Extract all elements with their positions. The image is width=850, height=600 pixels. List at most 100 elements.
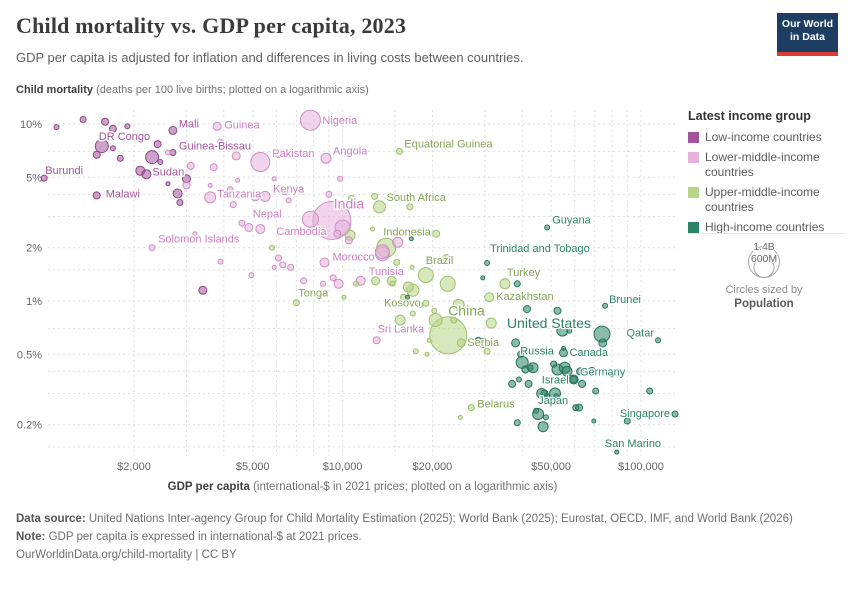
data-point-turkey[interactable] (499, 278, 511, 290)
data-point[interactable] (229, 201, 237, 209)
data-point-tanzania[interactable] (204, 191, 217, 204)
data-point[interactable] (561, 345, 566, 351)
data-point[interactable] (457, 414, 463, 420)
data-point[interactable] (412, 348, 419, 355)
data-point[interactable] (623, 417, 631, 425)
data-point[interactable] (544, 393, 551, 400)
data-point[interactable] (325, 190, 333, 198)
data-point[interactable] (192, 231, 198, 237)
data-point[interactable] (566, 327, 573, 334)
data-point[interactable] (337, 253, 343, 260)
owid-logo[interactable]: Our World in Data (777, 13, 838, 56)
data-point-solomon-islands[interactable] (148, 244, 156, 252)
data-point[interactable] (533, 407, 539, 414)
data-point[interactable] (217, 258, 224, 265)
data-point-singapore[interactable] (671, 410, 679, 418)
data-point[interactable] (92, 150, 101, 159)
data-point[interactable] (572, 404, 580, 412)
data-point[interactable] (598, 338, 608, 348)
data-point[interactable] (409, 310, 416, 317)
data-point-kenya[interactable] (259, 190, 271, 202)
data-point-burundi[interactable] (40, 174, 48, 182)
data-point[interactable] (269, 244, 275, 251)
data-point[interactable] (344, 236, 353, 245)
data-point[interactable] (474, 336, 482, 344)
data-point-nepal[interactable] (244, 223, 254, 232)
data-point[interactable] (333, 229, 342, 238)
data-point[interactable] (578, 379, 587, 388)
data-point-tonga[interactable] (292, 299, 300, 307)
data-point[interactable] (287, 263, 295, 271)
data-point[interactable] (329, 274, 337, 282)
data-point[interactable] (341, 294, 347, 300)
data-point[interactable] (408, 236, 414, 242)
data-point-dr-congo[interactable] (94, 139, 109, 154)
data-point[interactable] (511, 338, 521, 348)
data-point[interactable] (513, 419, 521, 427)
data-point-brazil[interactable] (417, 267, 434, 284)
data-point[interactable] (301, 210, 319, 228)
legend-item-lower-middle-income[interactable]: Lower-middle-income countries (688, 150, 846, 180)
data-point[interactable] (393, 259, 401, 266)
data-point[interactable] (517, 350, 525, 358)
data-point[interactable] (108, 124, 117, 133)
data-point[interactable] (124, 123, 131, 130)
data-point[interactable] (483, 347, 491, 355)
data-point[interactable] (274, 149, 283, 159)
data-point-cambodia[interactable] (255, 224, 266, 234)
data-point[interactable] (275, 254, 282, 262)
data-point[interactable] (515, 376, 522, 383)
data-point[interactable] (226, 186, 234, 194)
data-point[interactable] (432, 229, 441, 238)
data-point-kosovo[interactable] (422, 299, 430, 307)
data-point[interactable] (371, 192, 379, 200)
data-point[interactable] (428, 313, 443, 328)
data-point[interactable] (513, 280, 521, 288)
data-point-qatar[interactable] (655, 337, 661, 344)
data-point[interactable] (550, 360, 558, 368)
data-point-belarus[interactable] (467, 404, 475, 412)
data-point[interactable] (542, 414, 549, 421)
legend-item-upper-middle-income[interactable]: Upper-middle-income countries (688, 185, 846, 215)
data-point-malawi[interactable] (92, 191, 101, 200)
data-point[interactable] (116, 154, 124, 162)
data-point[interactable] (485, 317, 497, 329)
data-point[interactable] (526, 364, 534, 372)
data-point[interactable] (591, 418, 597, 424)
data-point-brunei[interactable] (602, 302, 609, 309)
data-point[interactable] (238, 219, 246, 227)
data-point[interactable] (646, 387, 654, 395)
data-point[interactable] (417, 301, 424, 308)
data-point[interactable] (452, 298, 465, 311)
legend-item-high-income[interactable]: High-income countries (688, 220, 846, 235)
data-point-sudan[interactable] (141, 169, 152, 180)
data-point-angola[interactable] (320, 152, 332, 164)
data-point[interactable] (333, 278, 344, 289)
data-point-guinea[interactable] (212, 121, 222, 131)
owid-link[interactable]: OurWorldinData.org/child-mortality (16, 548, 193, 561)
data-point[interactable] (523, 305, 531, 314)
data-point[interactable] (320, 280, 326, 287)
data-point[interactable] (392, 236, 404, 248)
data-point[interactable] (524, 379, 533, 388)
data-point[interactable] (198, 285, 208, 295)
data-point-morocco[interactable] (319, 257, 330, 268)
data-point[interactable] (347, 194, 355, 202)
data-point-pakistan[interactable] (250, 152, 271, 172)
data-point[interactable] (402, 195, 409, 202)
data-point[interactable] (157, 159, 164, 165)
data-point-equatorial-guinea[interactable] (395, 147, 403, 155)
data-point[interactable] (405, 294, 410, 300)
data-point[interactable] (280, 186, 290, 196)
data-point[interactable] (153, 140, 162, 149)
data-point[interactable] (271, 264, 277, 270)
data-point[interactable] (235, 177, 241, 183)
data-point-israel[interactable] (569, 375, 578, 384)
data-point[interactable] (480, 275, 486, 281)
data-point-trinidad-and-tobago[interactable] (484, 260, 491, 266)
data-point[interactable] (248, 272, 255, 279)
data-point[interactable] (337, 175, 343, 182)
data-point[interactable] (250, 191, 261, 202)
data-point[interactable] (145, 150, 160, 165)
